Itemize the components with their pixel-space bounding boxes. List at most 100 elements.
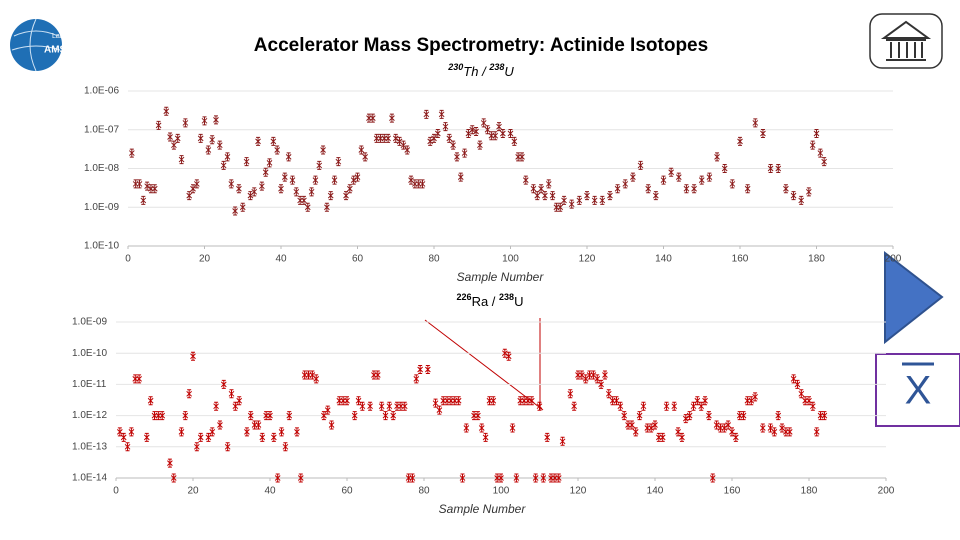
- data-point: [821, 157, 828, 167]
- data-point: [444, 396, 450, 406]
- subtitle-part: U: [514, 294, 523, 309]
- x-tick-label: 140: [647, 486, 664, 497]
- data-point: [167, 132, 173, 142]
- data-point: [366, 113, 372, 123]
- data-point: [748, 396, 755, 406]
- data-point: [817, 148, 824, 158]
- data-point: [344, 396, 350, 406]
- data-point: [617, 401, 624, 411]
- x-tick-label: 180: [801, 486, 818, 497]
- data-point: [151, 184, 158, 194]
- data-point: [721, 164, 728, 173]
- data-point: [297, 195, 303, 205]
- data-point: [660, 175, 667, 185]
- data-point: [802, 396, 809, 406]
- data-point: [717, 423, 724, 433]
- data-point: [224, 442, 231, 452]
- data-point: [415, 179, 422, 189]
- data-point: [413, 374, 420, 384]
- data-point: [480, 118, 487, 128]
- data-point: [621, 411, 628, 421]
- data-point: [729, 427, 735, 437]
- data-point: [327, 191, 334, 201]
- data-point: [163, 106, 170, 116]
- data-point: [378, 401, 385, 411]
- data-point: [478, 423, 485, 433]
- x-tick-label: 140: [655, 254, 672, 265]
- data-point: [324, 202, 330, 212]
- play-button[interactable]: [884, 250, 944, 345]
- x-tick-label: 20: [187, 486, 199, 497]
- mean-box[interactable]: [875, 353, 960, 427]
- data-point: [178, 427, 185, 437]
- data-point: [736, 411, 743, 421]
- data-point: [522, 175, 529, 185]
- data-point: [706, 411, 712, 421]
- data-point: [459, 473, 466, 483]
- data-point: [232, 401, 239, 411]
- data-point: [682, 414, 689, 424]
- data-point: [398, 401, 404, 411]
- x-tick-label: 80: [428, 254, 440, 265]
- data-point: [143, 432, 150, 442]
- data-point: [371, 370, 377, 380]
- data-point: [509, 423, 516, 433]
- subtitle-part: 226: [457, 292, 472, 302]
- x-tick-label: 60: [352, 254, 364, 265]
- data-point: [517, 396, 524, 406]
- data-point: [120, 432, 127, 442]
- data-point: [359, 401, 366, 411]
- data-point: [659, 432, 666, 442]
- data-point: [499, 129, 506, 139]
- data-point: [309, 370, 316, 380]
- data-point: [278, 184, 284, 194]
- data-point: [236, 396, 243, 406]
- data-point: [220, 379, 227, 389]
- data-point: [424, 365, 431, 375]
- data-point: [821, 411, 828, 421]
- data-point: [482, 432, 489, 442]
- data-point: [794, 379, 801, 389]
- data-point: [709, 473, 716, 483]
- data-point: [354, 172, 361, 182]
- data-point: [390, 411, 397, 421]
- data-point: [336, 396, 343, 406]
- data-point: [798, 195, 805, 205]
- data-point: [771, 427, 778, 437]
- data-point: [809, 401, 816, 411]
- subtitle-part: U: [504, 64, 514, 79]
- data-point: [542, 191, 548, 201]
- data-point: [228, 179, 235, 189]
- data-point: [752, 118, 759, 128]
- data-point: [575, 370, 581, 380]
- data-point: [270, 136, 277, 146]
- data-point: [484, 125, 491, 135]
- data-point: [255, 136, 261, 146]
- data-point: [475, 411, 481, 421]
- data-point: [171, 140, 177, 150]
- data-point: [382, 411, 389, 421]
- x-tick-label: 0: [125, 254, 131, 265]
- data-point: [328, 420, 335, 430]
- data-point: [262, 167, 269, 177]
- data-point: [182, 118, 189, 128]
- data-point: [400, 140, 407, 150]
- data-point: [655, 432, 662, 442]
- data-point: [213, 115, 219, 125]
- x-tick-label: 20: [199, 254, 211, 265]
- data-point: [144, 181, 150, 191]
- data-point: [790, 374, 797, 384]
- data-point: [434, 129, 441, 139]
- data-point: [498, 473, 504, 483]
- data-point: [401, 401, 408, 411]
- data-point: [591, 195, 598, 205]
- data-point: [346, 184, 353, 194]
- data-point: [124, 442, 131, 452]
- data-point: [461, 148, 468, 158]
- data-point: [405, 473, 412, 483]
- data-point: [521, 396, 527, 406]
- data-point: [147, 396, 154, 406]
- data-point: [282, 442, 289, 452]
- data-point: [350, 175, 357, 185]
- data-point: [496, 122, 502, 132]
